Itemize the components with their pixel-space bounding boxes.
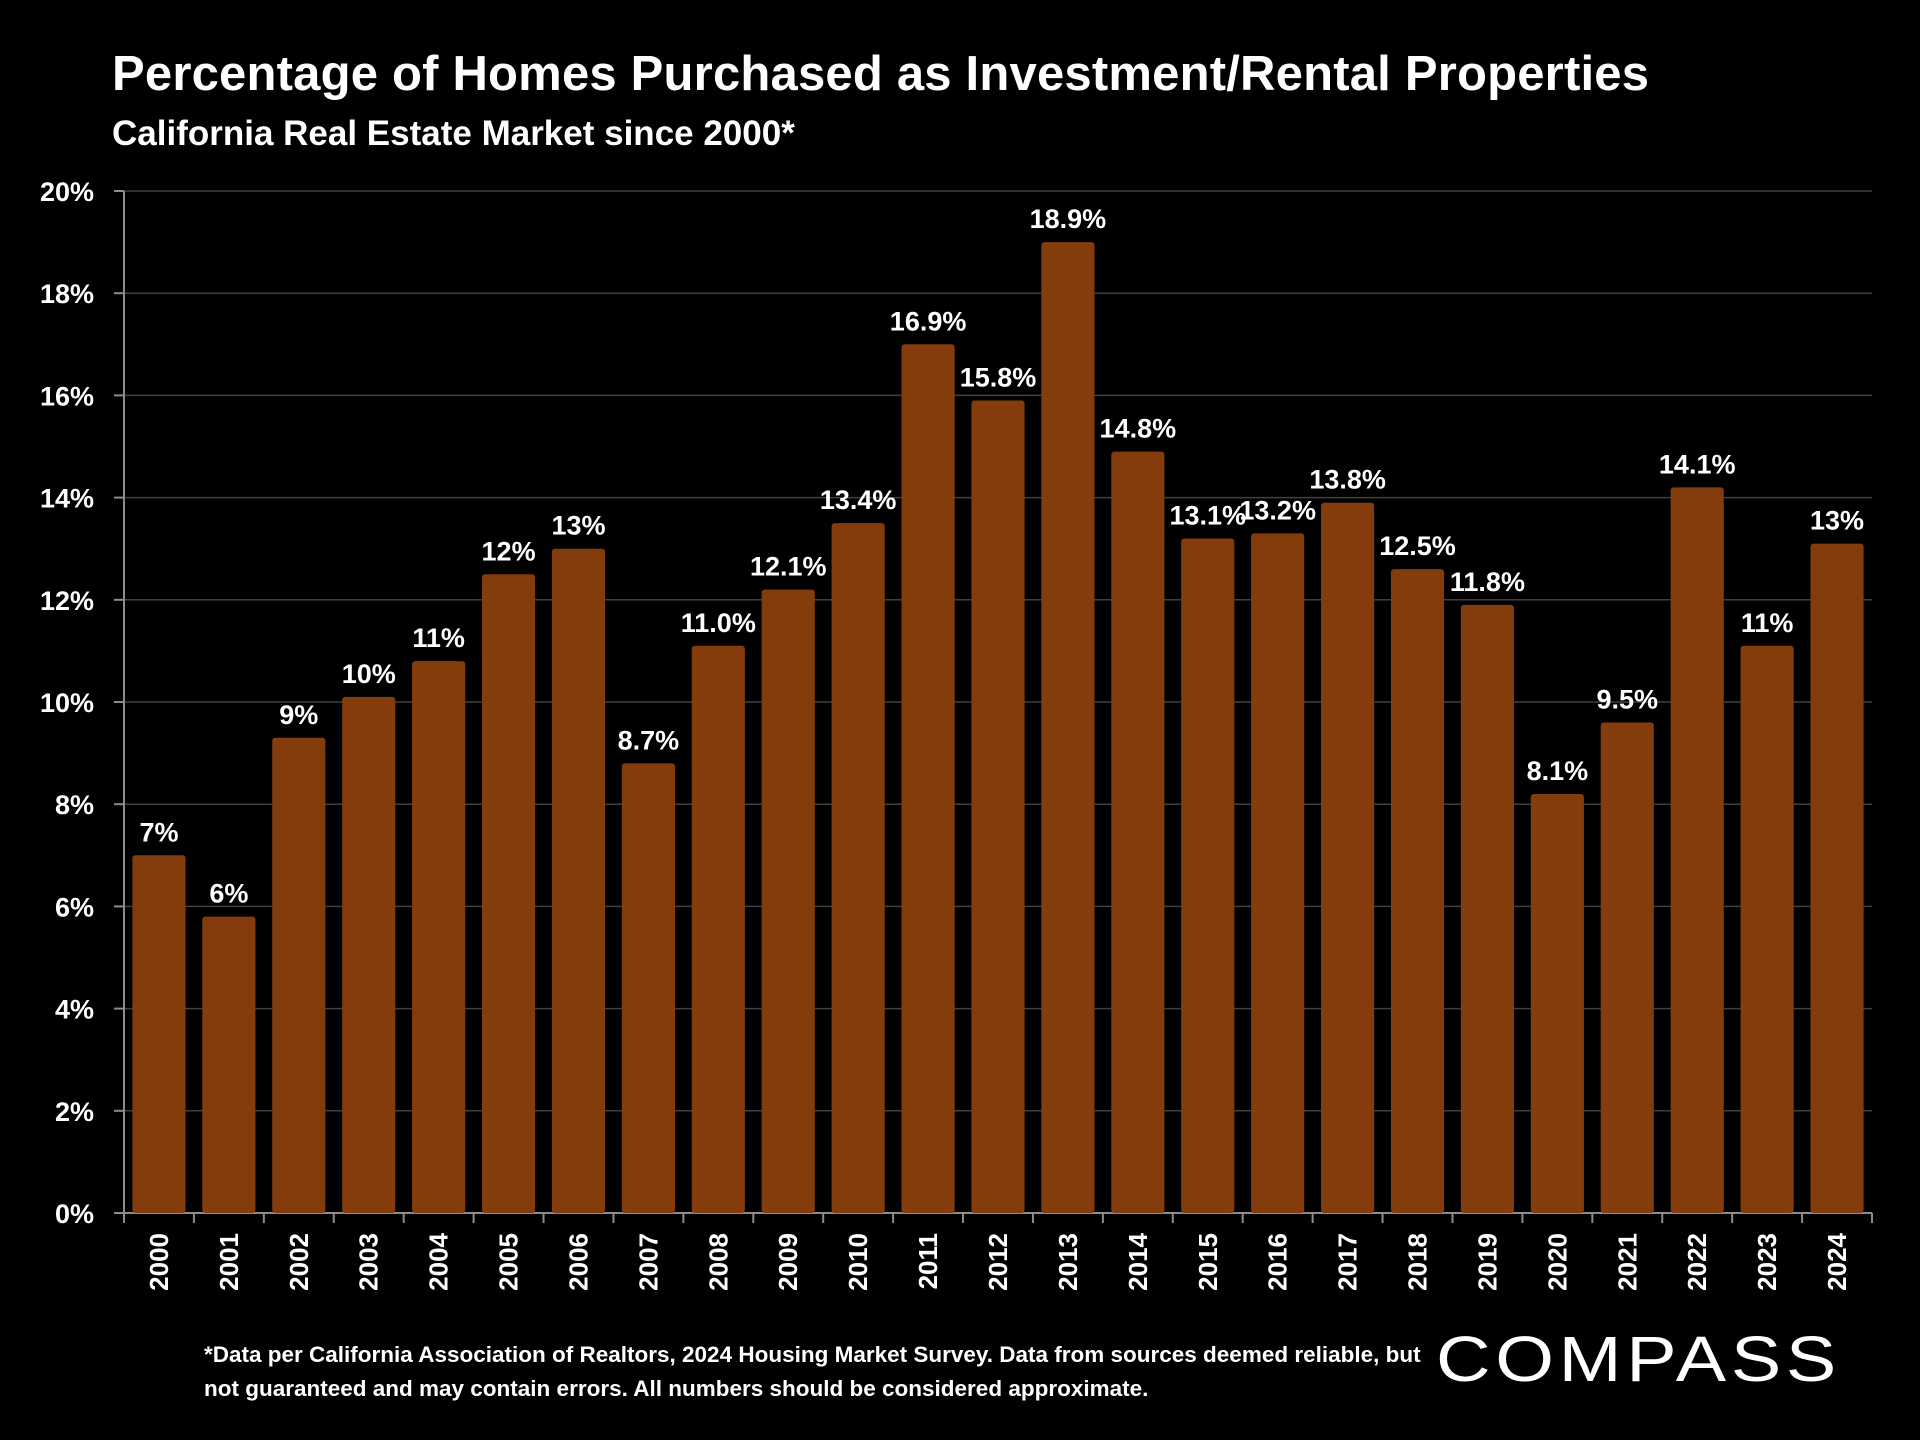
x-tick-label: 2011	[913, 1233, 943, 1289]
data-label: 11%	[412, 623, 465, 653]
x-tick-label: 2007	[633, 1233, 663, 1291]
bar	[1321, 502, 1375, 1214]
y-tick-label: 20%	[40, 177, 94, 207]
bar	[691, 645, 745, 1213]
x-tick-label: 2002	[284, 1233, 314, 1291]
compass-wordmark: COMPASS	[1436, 1323, 1841, 1395]
data-label: 9.5%	[1597, 684, 1659, 714]
data-label: 18.9%	[1030, 204, 1107, 234]
y-tick-label: 6%	[55, 892, 94, 922]
y-tick-label: 16%	[40, 381, 94, 411]
x-tick-label: 2010	[843, 1233, 873, 1291]
data-label: 14.8%	[1100, 414, 1177, 444]
x-tick-label: 2000	[144, 1233, 174, 1291]
data-label: 15.8%	[960, 363, 1037, 393]
x-tick-label: 2003	[354, 1233, 384, 1291]
y-tick-label: 2%	[55, 1097, 94, 1127]
bar	[551, 548, 606, 1213]
bar	[901, 344, 955, 1213]
bar	[412, 661, 466, 1213]
y-tick-label: 0%	[55, 1199, 94, 1229]
data-label: 9%	[279, 700, 318, 730]
x-tick-label: 2024	[1822, 1232, 1852, 1290]
data-label: 8.7%	[618, 725, 680, 755]
x-tick-label: 2006	[563, 1233, 593, 1291]
x-tick-label: 2012	[983, 1233, 1013, 1291]
x-tick-label: 2021	[1612, 1233, 1642, 1291]
data-label: 12.1%	[750, 552, 827, 582]
bar	[621, 763, 675, 1213]
compass-wordmark-text: COMPASS	[1436, 1325, 1841, 1395]
x-tick-label: 2023	[1752, 1233, 1782, 1291]
x-tick-label: 2016	[1263, 1233, 1293, 1291]
bar	[1670, 487, 1724, 1213]
x-tick-label: 2005	[494, 1233, 524, 1291]
bar	[272, 737, 326, 1213]
x-tick-label: 2008	[703, 1233, 733, 1291]
data-label: 16.9%	[890, 306, 967, 336]
bar	[342, 696, 396, 1213]
bar	[481, 574, 536, 1213]
y-tick-label: 8%	[55, 790, 94, 820]
data-label: 7%	[139, 817, 178, 847]
y-tick-label: 10%	[40, 688, 94, 718]
y-tick-label: 18%	[40, 279, 94, 309]
x-tick-label: 2017	[1333, 1233, 1363, 1291]
x-tick-label: 2001	[214, 1233, 244, 1291]
bar	[1460, 604, 1515, 1213]
compass-logo: COMPASS	[1436, 1323, 1846, 1395]
source-footnote: *Data per California Association of Real…	[204, 1342, 1421, 1401]
data-label: 11.8%	[1450, 567, 1525, 597]
bar	[202, 916, 256, 1213]
bar	[1251, 533, 1305, 1213]
x-tick-label: 2019	[1472, 1233, 1502, 1291]
data-label: 13.2%	[1239, 495, 1316, 525]
data-label: 10%	[342, 659, 396, 689]
data-label: 8.1%	[1527, 756, 1589, 786]
bar	[1390, 569, 1445, 1213]
bar	[1810, 543, 1864, 1213]
data-label: 11.0%	[681, 608, 756, 638]
data-label: 14.1%	[1659, 449, 1736, 479]
bar	[1041, 242, 1095, 1214]
x-tick-label: 2020	[1542, 1233, 1572, 1291]
data-label: 13.8%	[1309, 465, 1386, 495]
x-tick-label: 2015	[1193, 1233, 1223, 1291]
y-tick-label: 14%	[40, 484, 94, 514]
data-label: 12.5%	[1379, 531, 1456, 561]
bar	[971, 400, 1025, 1213]
chart-subtitle: California Real Estate Market since 2000…	[112, 114, 795, 153]
x-tick-label: 2014	[1123, 1232, 1153, 1290]
y-tick-label: 4%	[55, 995, 94, 1025]
data-label: 13.4%	[820, 485, 897, 515]
x-tick-label: 2018	[1403, 1233, 1433, 1291]
data-label: 13%	[551, 511, 605, 541]
data-label: 11%	[1741, 608, 1794, 638]
x-tick-label: 2013	[1053, 1233, 1083, 1291]
data-label: 12%	[482, 536, 536, 566]
bar	[1740, 645, 1794, 1213]
data-label: 13.1%	[1169, 500, 1246, 530]
x-tick-label: 2009	[773, 1233, 803, 1291]
bar	[1111, 451, 1165, 1213]
data-label: 6%	[209, 879, 248, 909]
bar	[1600, 722, 1654, 1213]
bar	[831, 523, 885, 1213]
x-tick-label: 2004	[424, 1232, 454, 1290]
bar	[1530, 793, 1584, 1213]
chart-title: Percentage of Homes Purchased as Investm…	[112, 47, 1650, 101]
bar	[761, 589, 815, 1213]
y-tick-label: 12%	[40, 586, 94, 616]
data-label: 13%	[1810, 506, 1864, 536]
bar	[132, 855, 186, 1213]
bar	[1181, 538, 1235, 1213]
x-tick-label: 2022	[1682, 1233, 1712, 1291]
